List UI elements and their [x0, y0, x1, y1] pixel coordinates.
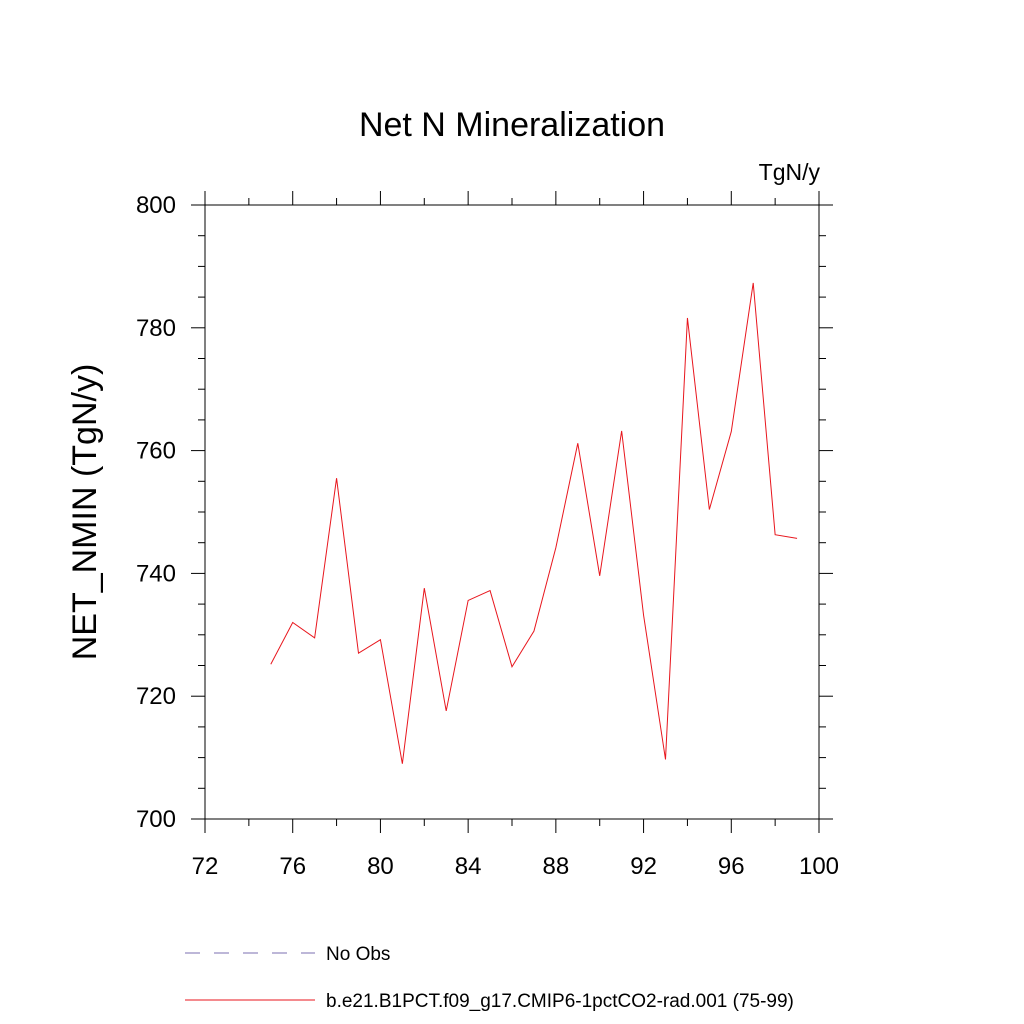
y-tick-label: 800 [136, 192, 176, 219]
x-tick-label: 88 [543, 853, 570, 880]
x-tick-label: 76 [279, 853, 306, 880]
series-line-2 [270, 282, 798, 764]
x-tick-labels: 72 76 80 84 88 92 96 100 [192, 853, 839, 880]
legend: No Obs b.e21.B1PCT.f09_g17.CMIP6-1pctCO2-… [185, 944, 794, 1012]
plot-frame [204, 204, 820, 820]
x-tick-label: 100 [799, 853, 839, 880]
y-tick-label: 720 [136, 683, 176, 710]
x-tick-label: 80 [367, 853, 394, 880]
units-label: TgN/y [759, 159, 821, 185]
y-tick-label: 700 [136, 806, 176, 833]
y-tick-label: 740 [136, 560, 176, 587]
x-tick-label: 72 [192, 853, 219, 880]
legend-entry: b.e21.B1PCT.f09_g17.CMIP6-1pctCO2-rad.00… [326, 991, 794, 1012]
y-tick-labels: 700 720 740 760 780 800 [136, 192, 176, 833]
axis-ticks [191, 191, 833, 833]
y-tick-label: 760 [136, 438, 176, 465]
y-tick-label: 780 [136, 315, 176, 342]
x-tick-label: 84 [455, 853, 482, 880]
y-axis-label: NET_NMIN (TgN/y) [66, 364, 104, 661]
legend-entry: No Obs [326, 944, 390, 965]
chart-title: Net N Mineralization [359, 106, 665, 144]
series-lines [270, 282, 798, 764]
x-tick-label: 96 [718, 853, 745, 880]
x-tick-label: 92 [630, 853, 657, 880]
